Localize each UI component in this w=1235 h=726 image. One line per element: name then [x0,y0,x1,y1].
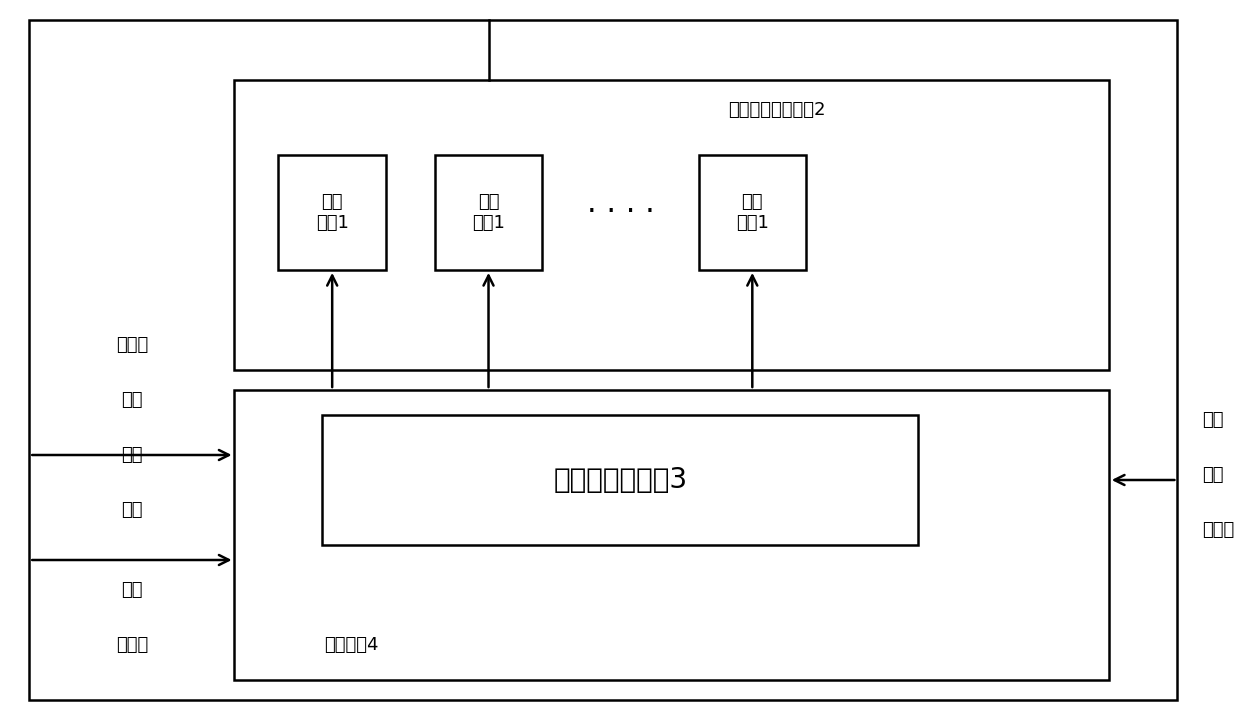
Text: 激光
陀螺1: 激光 陀螺1 [472,193,505,232]
Bar [278,155,385,270]
Text: 模电压: 模电压 [116,336,148,354]
Bar [235,390,1109,680]
Text: 光强: 光强 [1202,411,1223,429]
Text: 激光
陀螺1: 激光 陀螺1 [736,193,768,232]
Text: 光强: 光强 [121,501,143,519]
Text: 控制电路4: 控制电路4 [325,636,379,654]
Text: 光强: 光强 [121,391,143,409]
Bar [435,155,542,270]
Bar [235,80,1109,370]
Text: · · · ·: · · · · [587,198,655,227]
Text: 拍频: 拍频 [1202,466,1223,484]
Text: 温度应力施加装置2: 温度应力施加装置2 [727,101,825,119]
Text: 激光
陀螺1: 激光 陀螺1 [316,193,348,232]
Bar [322,415,919,545]
Text: 电应力施加装置3: 电应力施加装置3 [553,466,688,494]
Text: 拍频: 拍频 [121,581,143,599]
Text: 拍频: 拍频 [121,446,143,464]
Text: 模电压: 模电压 [116,636,148,654]
Bar [699,155,806,270]
Text: 模电压: 模电压 [1202,521,1234,539]
